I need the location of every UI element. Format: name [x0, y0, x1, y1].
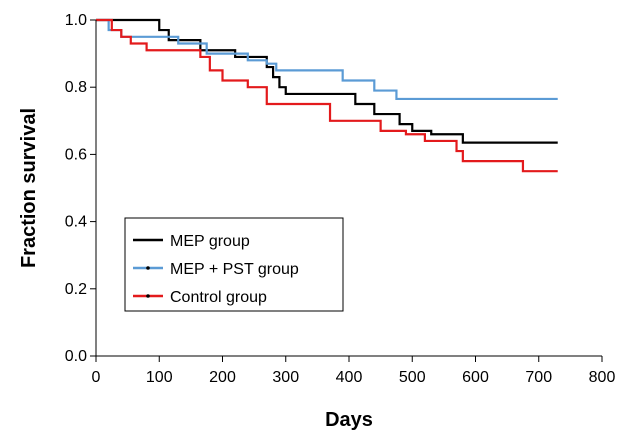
x-tick-label: 400 — [336, 369, 363, 386]
legend-label-2: MEP + PST group — [170, 261, 299, 278]
y-tick-label: 0.4 — [65, 214, 87, 231]
y-tick-label: 0.0 — [65, 348, 87, 365]
legend-label-3: Control group — [170, 289, 267, 306]
x-tick-label: 300 — [272, 369, 299, 386]
series-line-2 — [96, 18, 558, 101]
x-tick-label: 0 — [92, 369, 101, 386]
y-axis: 0.0 0.2 0.4 0.6 0.8 1.0 — [65, 12, 97, 365]
legend-items: MEP group MEP + PST group Control group — [133, 233, 299, 306]
y-tick-label: 1.0 — [65, 12, 87, 29]
x-ticks: 0 100 200 300 400 500 600 700 800 — [92, 356, 616, 386]
y-axis-title: Fraction survival — [18, 108, 40, 268]
legend-marker-3 — [146, 294, 150, 298]
legend-marker-2 — [146, 266, 150, 270]
y-tick-label: 0.2 — [65, 281, 87, 298]
legend: MEP group MEP + PST group Control group — [124, 217, 344, 312]
y-ticks: 0.0 0.2 0.4 0.6 0.8 1.0 — [65, 12, 96, 365]
x-tick-label: 200 — [209, 369, 236, 386]
y-tick-label: 0.6 — [65, 146, 87, 163]
plot-lines — [96, 18, 558, 173]
y-tick-label: 0.8 — [65, 79, 87, 96]
series-line-1 — [96, 18, 558, 144]
legend-label-1: MEP group — [170, 233, 250, 250]
x-axis-title: Days — [325, 409, 373, 431]
x-tick-label: 800 — [589, 369, 616, 386]
x-tick-label: 600 — [462, 369, 489, 386]
x-tick-label: 100 — [146, 369, 173, 386]
x-tick-label: 700 — [525, 369, 552, 386]
series-line-3 — [96, 18, 558, 173]
x-tick-label: 500 — [399, 369, 426, 386]
x-axis: 0 100 200 300 400 500 600 700 800 — [92, 355, 616, 386]
